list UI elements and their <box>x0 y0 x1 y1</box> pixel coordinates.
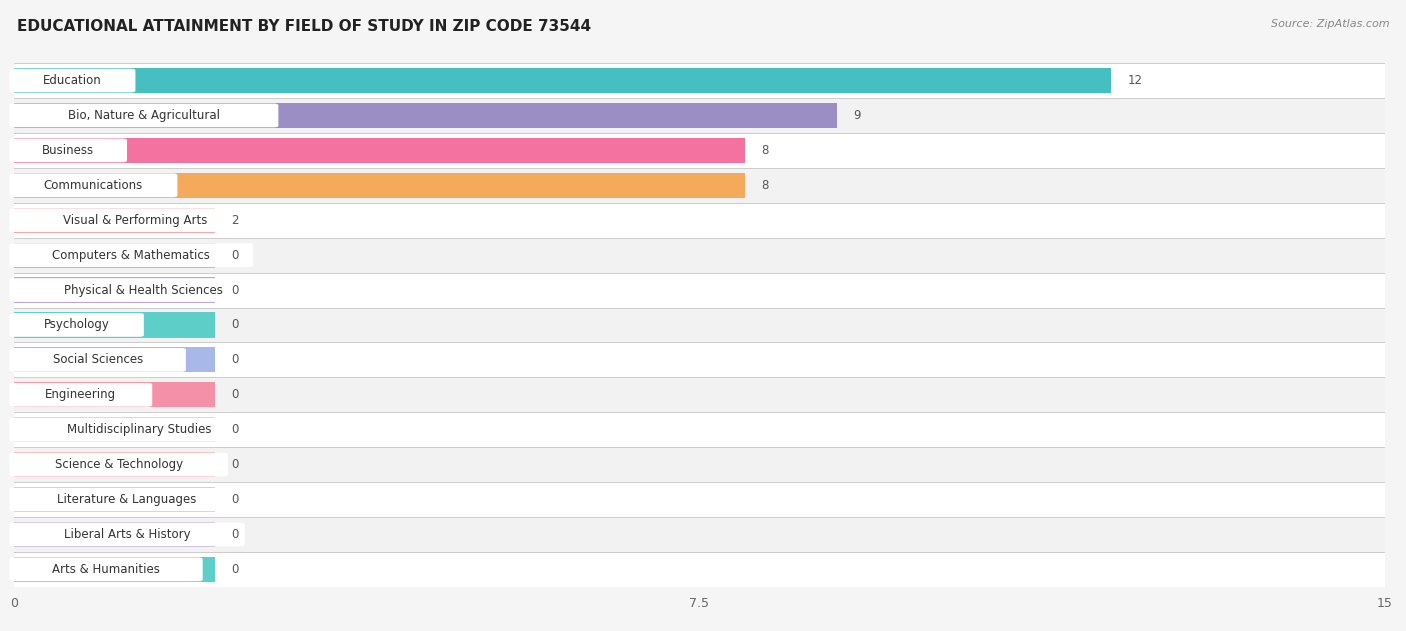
Bar <box>14 168 1385 203</box>
FancyBboxPatch shape <box>10 208 262 232</box>
Bar <box>14 173 745 198</box>
Text: Bio, Nature & Agricultural: Bio, Nature & Agricultural <box>67 109 219 122</box>
Bar <box>14 273 1385 307</box>
Bar <box>14 382 215 408</box>
FancyBboxPatch shape <box>10 453 228 476</box>
Text: 8: 8 <box>762 144 769 157</box>
FancyBboxPatch shape <box>10 383 152 406</box>
Bar <box>14 482 1385 517</box>
Bar <box>14 103 837 128</box>
Text: Business: Business <box>42 144 94 157</box>
FancyBboxPatch shape <box>10 139 127 162</box>
Text: Source: ZipAtlas.com: Source: ZipAtlas.com <box>1271 19 1389 29</box>
Bar <box>14 522 215 547</box>
FancyBboxPatch shape <box>10 522 245 546</box>
Bar <box>14 487 215 512</box>
Bar <box>14 552 1385 587</box>
Bar <box>14 377 1385 412</box>
Bar <box>14 557 215 582</box>
Text: 12: 12 <box>1128 74 1142 87</box>
Bar <box>14 138 745 163</box>
Text: Science & Technology: Science & Technology <box>55 458 183 471</box>
Text: Literature & Languages: Literature & Languages <box>58 493 197 506</box>
Bar <box>14 312 215 338</box>
Bar <box>14 133 1385 168</box>
Text: EDUCATIONAL ATTAINMENT BY FIELD OF STUDY IN ZIP CODE 73544: EDUCATIONAL ATTAINMENT BY FIELD OF STUDY… <box>17 19 591 34</box>
Bar <box>14 343 1385 377</box>
Text: 0: 0 <box>232 563 239 576</box>
Bar <box>14 63 1385 98</box>
Bar <box>14 203 1385 238</box>
Text: 0: 0 <box>232 388 239 401</box>
Text: 0: 0 <box>232 319 239 331</box>
Bar <box>14 417 215 442</box>
FancyBboxPatch shape <box>10 69 135 92</box>
Bar <box>14 208 215 233</box>
FancyBboxPatch shape <box>10 244 253 267</box>
FancyBboxPatch shape <box>10 488 245 511</box>
FancyBboxPatch shape <box>10 103 278 127</box>
Text: 2: 2 <box>232 214 239 227</box>
Text: 0: 0 <box>232 493 239 506</box>
Text: 0: 0 <box>232 353 239 367</box>
Text: 0: 0 <box>232 458 239 471</box>
Bar <box>14 307 1385 343</box>
FancyBboxPatch shape <box>10 174 177 197</box>
FancyBboxPatch shape <box>10 278 278 302</box>
Bar <box>14 242 215 268</box>
Text: 9: 9 <box>853 109 860 122</box>
Bar <box>14 98 1385 133</box>
Text: 0: 0 <box>232 423 239 436</box>
Text: Visual & Performing Arts: Visual & Performing Arts <box>63 214 208 227</box>
Text: Psychology: Psychology <box>44 319 110 331</box>
Bar <box>14 238 1385 273</box>
Text: 0: 0 <box>232 283 239 297</box>
Text: 0: 0 <box>232 249 239 262</box>
Bar <box>14 517 1385 552</box>
Bar <box>14 278 215 303</box>
Text: Communications: Communications <box>44 179 143 192</box>
Text: Multidisciplinary Studies: Multidisciplinary Studies <box>67 423 212 436</box>
FancyBboxPatch shape <box>10 313 143 337</box>
Text: Liberal Arts & History: Liberal Arts & History <box>63 528 190 541</box>
Text: Computers & Mathematics: Computers & Mathematics <box>52 249 211 262</box>
Bar <box>14 452 215 477</box>
Bar <box>14 347 215 372</box>
FancyBboxPatch shape <box>10 558 202 581</box>
Bar <box>14 412 1385 447</box>
Text: Arts & Humanities: Arts & Humanities <box>52 563 160 576</box>
Text: Physical & Health Sciences: Physical & Health Sciences <box>65 283 224 297</box>
Text: 8: 8 <box>762 179 769 192</box>
Text: Social Sciences: Social Sciences <box>52 353 143 367</box>
FancyBboxPatch shape <box>10 348 186 372</box>
FancyBboxPatch shape <box>10 418 270 442</box>
Text: Engineering: Engineering <box>45 388 117 401</box>
Text: 0: 0 <box>232 528 239 541</box>
Bar <box>14 447 1385 482</box>
Text: Education: Education <box>44 74 101 87</box>
Bar <box>14 68 1111 93</box>
